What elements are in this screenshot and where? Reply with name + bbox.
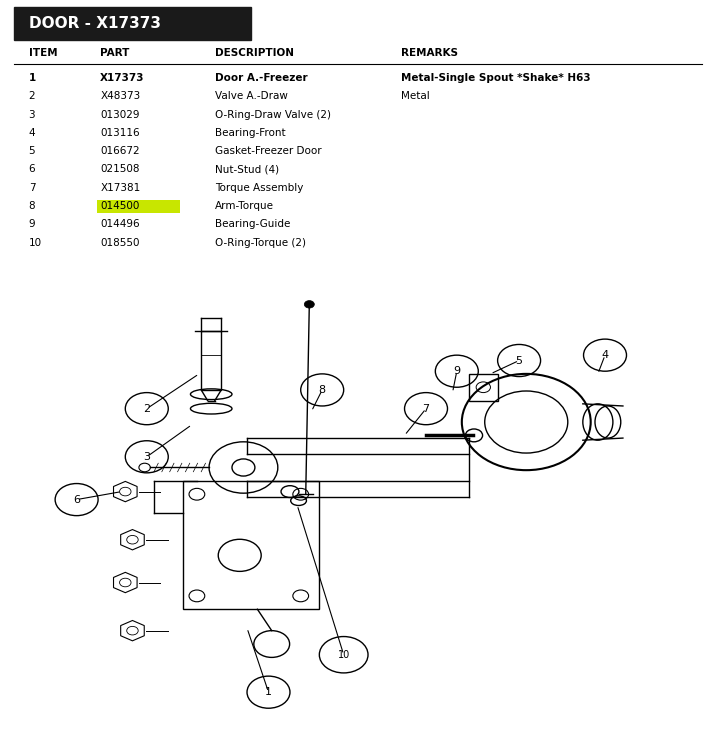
Text: Nut-Stud (4): Nut-Stud (4) bbox=[215, 164, 279, 175]
Text: PART: PART bbox=[100, 48, 130, 59]
Text: Door A.-Freezer: Door A.-Freezer bbox=[215, 73, 307, 83]
Text: Torque Assembly: Torque Assembly bbox=[215, 183, 303, 192]
Text: ITEM: ITEM bbox=[29, 48, 57, 59]
Text: O-Ring-Torque (2): O-Ring-Torque (2) bbox=[215, 238, 306, 247]
Text: REMARKS: REMARKS bbox=[401, 48, 458, 59]
Text: 4: 4 bbox=[29, 128, 35, 138]
Text: 013029: 013029 bbox=[100, 109, 140, 120]
Text: Bearing-Guide: Bearing-Guide bbox=[215, 219, 290, 230]
Bar bbox=[469, 374, 498, 400]
Text: 6: 6 bbox=[29, 164, 35, 175]
Text: 1: 1 bbox=[29, 73, 36, 83]
Text: O-Ring-Draw Valve (2): O-Ring-Draw Valve (2) bbox=[215, 109, 331, 120]
Text: 5: 5 bbox=[516, 355, 523, 366]
Text: X17381: X17381 bbox=[100, 183, 140, 192]
Bar bbox=[201, 331, 221, 390]
Text: 013116: 013116 bbox=[100, 128, 140, 138]
Text: Metal-Single Spout *Shake* H63: Metal-Single Spout *Shake* H63 bbox=[401, 73, 591, 83]
Text: 8: 8 bbox=[319, 385, 326, 395]
Text: Gasket-Freezer Door: Gasket-Freezer Door bbox=[215, 146, 321, 156]
Text: 9: 9 bbox=[29, 219, 35, 230]
Text: Arm-Torque: Arm-Torque bbox=[215, 201, 274, 211]
Text: 9: 9 bbox=[453, 366, 460, 376]
Text: 2: 2 bbox=[143, 403, 150, 414]
Text: 1: 1 bbox=[265, 687, 272, 697]
Text: 2: 2 bbox=[29, 91, 35, 101]
Text: Bearing-Front: Bearing-Front bbox=[215, 128, 286, 138]
Text: 021508: 021508 bbox=[100, 164, 140, 175]
Text: 10: 10 bbox=[29, 238, 42, 247]
Text: 10: 10 bbox=[337, 649, 350, 660]
Text: 4: 4 bbox=[601, 350, 609, 360]
Text: Valve A.-Draw: Valve A.-Draw bbox=[215, 91, 288, 101]
Text: 5: 5 bbox=[29, 146, 35, 156]
FancyBboxPatch shape bbox=[14, 7, 251, 40]
Text: 014496: 014496 bbox=[100, 219, 140, 230]
Text: 7: 7 bbox=[422, 403, 430, 414]
Text: 3: 3 bbox=[143, 452, 150, 462]
Text: X48373: X48373 bbox=[100, 91, 140, 101]
Text: 018550: 018550 bbox=[100, 238, 140, 247]
Text: 3: 3 bbox=[29, 109, 35, 120]
Bar bbox=[183, 481, 319, 609]
FancyBboxPatch shape bbox=[97, 200, 180, 213]
Text: 7: 7 bbox=[29, 183, 35, 192]
Text: Metal: Metal bbox=[401, 91, 430, 101]
Circle shape bbox=[304, 301, 314, 308]
Text: 014500: 014500 bbox=[100, 201, 140, 211]
Text: 6: 6 bbox=[73, 495, 80, 504]
Text: DOOR - X17373: DOOR - X17373 bbox=[29, 16, 160, 31]
Text: X17373: X17373 bbox=[100, 73, 145, 83]
Text: 8: 8 bbox=[29, 201, 35, 211]
Text: DESCRIPTION: DESCRIPTION bbox=[215, 48, 294, 59]
Text: 016672: 016672 bbox=[100, 146, 140, 156]
